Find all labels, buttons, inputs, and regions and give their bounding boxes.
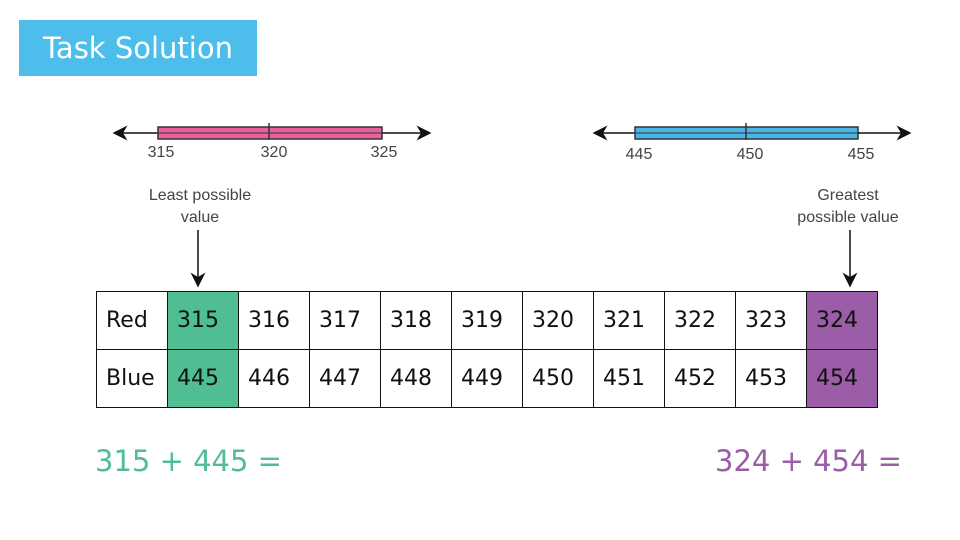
cell-greatest: 454	[806, 349, 878, 408]
table-row-red: Red 315 316 317 318 319 320 321 322 323 …	[96, 291, 878, 350]
tick-label: 325	[370, 144, 398, 161]
cell: 316	[238, 291, 310, 350]
cell: 446	[238, 349, 310, 408]
row-label: Red	[96, 291, 168, 350]
tick-label: 320	[260, 144, 288, 161]
cell: 318	[380, 291, 452, 350]
cell: 453	[735, 349, 807, 408]
tick-label: 315	[147, 144, 175, 161]
cell: 447	[309, 349, 381, 408]
cell: 448	[380, 349, 452, 408]
values-table: Red 315 316 317 318 319 320 321 322 323 …	[96, 291, 878, 408]
cell: 322	[664, 291, 736, 350]
equation-greatest: 324 + 454 =	[715, 444, 902, 478]
cell: 320	[522, 291, 594, 350]
table-row-blue: Blue 445 446 447 448 449 450 451 452 453…	[96, 349, 878, 408]
cell-least: 445	[167, 349, 239, 408]
cell-greatest: 324	[806, 291, 878, 350]
cell: 321	[593, 291, 665, 350]
cell: 450	[522, 349, 594, 408]
cell: 452	[664, 349, 736, 408]
number-lines	[112, 123, 912, 288]
equation-least: 315 + 445 =	[95, 444, 282, 478]
cell-least: 315	[167, 291, 239, 350]
tick-label: 455	[847, 146, 875, 163]
number-line-red	[112, 123, 432, 141]
cell: 319	[451, 291, 523, 350]
tick-label: 445	[625, 146, 653, 163]
least-label: Least possible value	[148, 187, 252, 226]
title-banner: Task Solution	[19, 20, 257, 76]
cell: 451	[593, 349, 665, 408]
cell: 323	[735, 291, 807, 350]
cell: 317	[309, 291, 381, 350]
cell: 449	[451, 349, 523, 408]
greatest-label: Greatest possible value	[797, 187, 899, 226]
row-label: Blue	[96, 349, 168, 408]
tick-label: 450	[736, 146, 764, 163]
number-line-blue	[592, 123, 912, 141]
